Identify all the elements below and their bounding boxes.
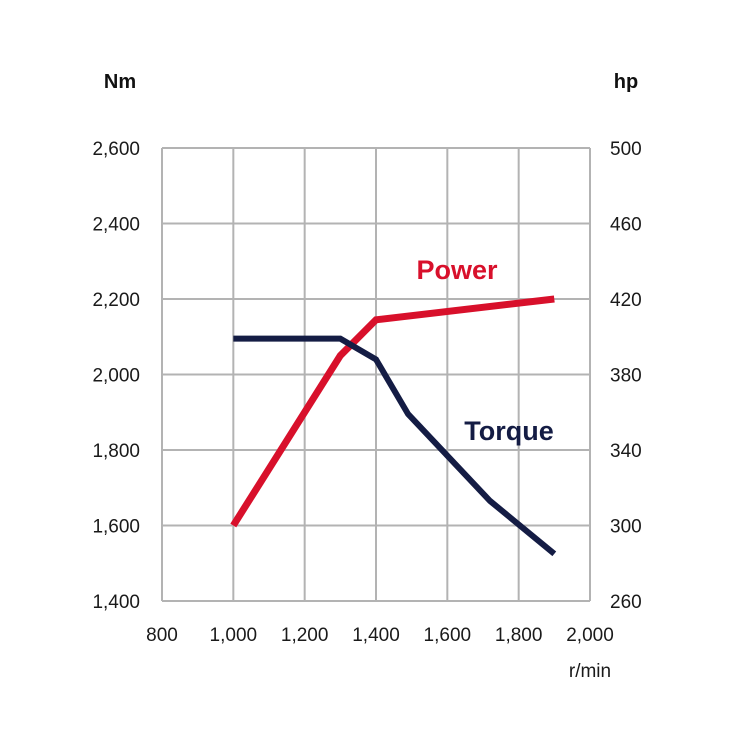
- y-left-tick-label: 2,600: [92, 139, 140, 160]
- y-left-tick-label: 1,400: [92, 592, 140, 613]
- x-tick-label: 1,000: [210, 625, 258, 646]
- y-right-tick-labels: 260 300 340 380 420 460 500: [610, 139, 642, 613]
- y-right-tick-label: 500: [610, 139, 642, 160]
- y-left-tick-label: 2,400: [92, 215, 140, 236]
- x-tick-label: 1,400: [352, 625, 400, 646]
- y-left-tick-label: 1,800: [92, 441, 140, 462]
- x-tick-label: 1,800: [495, 625, 543, 646]
- grid-lines: [161, 147, 591, 602]
- x-tick-label: 2,000: [566, 625, 614, 646]
- y-left-tick-label: 2,000: [92, 366, 140, 387]
- series-line-power: [230, 295, 555, 528]
- y-right-tick-label: 260: [610, 592, 642, 613]
- y-left-unit-label: Nm: [104, 71, 136, 93]
- y-right-tick-label: 380: [610, 366, 642, 387]
- y-left-tick-labels: 1,400 1,600 1,800 2,000 2,200 2,400 2,600: [92, 139, 140, 613]
- x-tick-label: 1,200: [281, 625, 329, 646]
- y-right-unit-label: hp: [614, 71, 638, 93]
- series-label-power: Power: [416, 255, 498, 285]
- series-label-torque: Torque: [464, 416, 554, 446]
- x-tick-label: 1,600: [424, 625, 472, 646]
- y-left-tick-label: 1,600: [92, 517, 140, 538]
- y-right-tick-label: 420: [610, 290, 642, 311]
- y-right-tick-label: 460: [610, 215, 642, 236]
- x-unit-label: r/min: [569, 661, 611, 682]
- series-line-torque: [233, 335, 557, 557]
- y-right-tick-label: 300: [610, 517, 642, 538]
- y-right-tick-label: 340: [610, 441, 642, 462]
- y-left-tick-label: 2,200: [92, 290, 140, 311]
- x-tick-label: 800: [146, 625, 178, 646]
- series-lines: [230, 295, 557, 557]
- x-tick-labels: 800 1,000 1,200 1,400 1,600 1,800 2,000: [146, 625, 614, 646]
